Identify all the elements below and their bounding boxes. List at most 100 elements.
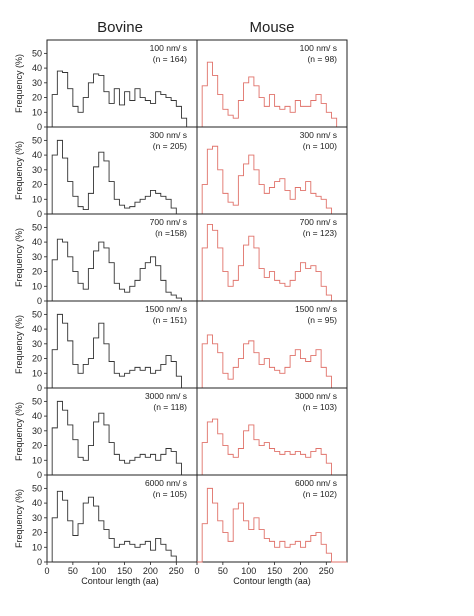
y-tick-label: 0 [37,122,42,132]
y-axis-label: Frequency (%) [14,228,24,287]
y-tick-label: 50 [32,483,42,493]
y-tick-label: 30 [32,165,42,175]
histogram-series [197,223,347,302]
x-tick-label: 150 [117,566,132,576]
speed-label: 100 nm/ s [300,43,337,53]
y-tick-label: 0 [37,296,42,306]
y-axis-label: Frequency (%) [14,141,24,200]
y-tick-label: 20 [32,93,42,103]
y-tick-label: 20 [32,180,42,190]
histogram-series [47,400,197,476]
speed-label: 300 nm/ s [150,130,187,140]
panel-mouse-300: 300 nm/ s(n = 100) [196,126,348,215]
count-label: (n = 100) [303,141,337,151]
speed-label: 1500 nm/ s [295,304,337,314]
count-label: (n = 123) [303,228,337,238]
y-tick-label: 50 [32,309,42,319]
x-tick-label: 0 [194,566,199,576]
histogram-series [47,139,197,215]
panel-bovine-700: 700 nm/ s(n =158) 0 10 20 30 40 50 Frequency (%… [14,213,198,306]
count-label: (n = 164) [153,54,187,64]
y-tick-label: 50 [32,135,42,145]
histogram-series [47,490,197,563]
y-tick-label: 40 [32,324,42,334]
y-tick-label: 10 [32,107,42,117]
y-tick-label: 30 [32,339,42,349]
column-title-bovine: Bovine [97,19,143,36]
speed-label: 300 nm/ s [300,130,337,140]
speed-label: 700 nm/ s [150,217,187,227]
x-tick-label: 100 [91,566,106,576]
speed-label: 700 nm/ s [300,217,337,227]
x-tick-label: 200 [293,566,308,576]
histogram-series [197,145,347,215]
y-tick-label: 30 [32,426,42,436]
count-label: (n = 105) [153,489,187,499]
x-tick-label: 150 [267,566,282,576]
panel-mouse-1500: 1500 nm/ s(n = 95) [196,300,348,389]
y-axis-label: Frequency (%) [14,54,24,113]
y-tick-label: 40 [32,237,42,247]
count-label: (n =158) [155,228,187,238]
histogram-series [197,418,347,476]
y-tick-label: 0 [37,209,42,219]
panel-bovine-100: 100 nm/ s(n = 164) 0 10 20 30 40 50 Frequency (… [14,39,198,132]
count-label: (n = 103) [303,402,337,412]
speed-label: 100 nm/ s [150,43,187,53]
column-title-mouse: Mouse [249,19,294,36]
panel-bovine-1500: 1500 nm/ s(n = 151) 0 10 20 30 40 50 Frequency … [14,300,198,393]
y-tick-label: 50 [32,396,42,406]
panel-frame [196,474,348,563]
y-tick-label: 40 [32,63,42,73]
y-tick-label: 10 [32,542,42,552]
speed-label: 3000 nm/ s [295,391,337,401]
count-label: (n = 151) [153,315,187,325]
y-tick-label: 40 [32,411,42,421]
count-label: (n = 98) [307,54,337,64]
x-axis-label-right: Contour length (aa) [233,576,311,586]
y-tick-label: 30 [32,252,42,262]
count-label: (n = 95) [307,315,337,325]
panel-mouse-700: 700 nm/ s(n = 123) [196,213,348,302]
x-tick-label: 50 [68,566,78,576]
count-label: (n = 118) [153,402,187,412]
y-tick-label: 50 [32,48,42,58]
y-tick-label: 0 [37,557,42,567]
x-tick-label: 250 [319,566,334,576]
x-tick-label: 50 [218,566,228,576]
x-tick-label: 100 [241,566,256,576]
panel-bovine-3000: 3000 nm/ s(n = 118) 0 10 20 30 40 50 Frequency … [14,387,198,480]
y-tick-label: 20 [32,267,42,277]
speed-label: 6000 nm/ s [145,478,187,488]
y-tick-label: 20 [32,354,42,364]
y-tick-label: 30 [32,78,42,88]
histogram-series [197,487,347,563]
y-axis-label: Frequency (%) [14,402,24,461]
y-axis-label: Frequency (%) [14,315,24,374]
panel-mouse-6000: 6000 nm/ s(n = 102) 0 50 100 150 200 250 [194,474,348,576]
y-tick-label: 10 [32,194,42,204]
histogram-series [47,238,197,302]
count-label: (n = 102) [303,489,337,499]
y-axis-label: Frequency (%) [14,489,24,548]
panel-mouse-3000: 3000 nm/ s(n = 103) [196,387,348,476]
y-tick-label: 20 [32,441,42,451]
speed-label: 6000 nm/ s [295,478,337,488]
x-tick-label: 0 [44,566,49,576]
panel-mouse-100: 100 nm/ s(n = 98) [196,39,348,128]
y-tick-label: 10 [32,455,42,465]
x-tick-label: 250 [169,566,184,576]
histogram-series [47,70,197,128]
y-tick-label: 50 [32,222,42,232]
x-axis-label-left: Contour length (aa) [81,576,159,586]
y-tick-label: 10 [32,281,42,291]
speed-label: 3000 nm/ s [145,391,187,401]
panel-bovine-300: 300 nm/ s(n = 205) 0 10 20 30 40 50 Frequency (… [14,126,198,219]
y-tick-label: 40 [32,150,42,160]
histogram-series [197,334,347,389]
y-tick-label: 30 [32,513,42,523]
histogram-series [47,313,197,389]
x-tick-label: 200 [143,566,158,576]
